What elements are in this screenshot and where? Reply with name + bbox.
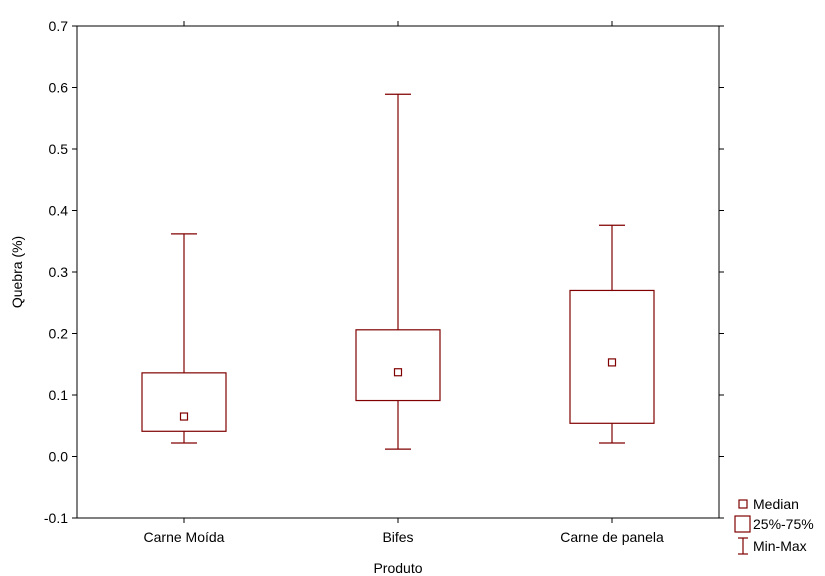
boxes [141,93,655,450]
y-tick-label: -0.1 [44,510,68,526]
legend-label: Min-Max [753,538,807,554]
y-tick-label: 0.5 [49,141,69,157]
median-marker [393,368,403,377]
iqr-box [141,372,227,432]
y-tick-label: 0.1 [49,387,69,403]
y-tick-label: 0.4 [49,203,69,219]
legend: Median 25%-75% Min-Max [734,496,814,555]
legend-median-icon [738,499,748,509]
x-tick-label: Carne Moída [144,529,225,545]
y-tick-label: 0.3 [49,264,69,280]
iqr-box [355,329,441,402]
y-tick-label: 0.7 [49,18,69,34]
x-axis-title: Produto [373,560,422,576]
y-axis-title: Quebra (%) [9,236,25,308]
box-2 [355,93,441,450]
x-axis: Carne Moída Bifes Carne de panela [144,21,664,545]
x-tick-label: Carne de panela [560,529,664,545]
median-marker [179,412,189,421]
x-tick-label: Bifes [382,529,413,545]
y-tick-label: 0.2 [49,326,69,342]
y-axis: -0.1 0.0 0.1 0.2 0.3 0.4 0.5 0.6 0.7 [44,18,724,526]
iqr-box [569,289,655,424]
box-1 [141,233,227,444]
legend-label: 25%-75% [753,516,814,532]
legend-box-icon [734,515,751,533]
median-marker [607,358,617,367]
y-tick-label: 0.0 [49,449,69,465]
y-tick-label: 0.6 [49,80,69,96]
box-3 [569,224,655,444]
legend-label: Median [753,496,799,512]
